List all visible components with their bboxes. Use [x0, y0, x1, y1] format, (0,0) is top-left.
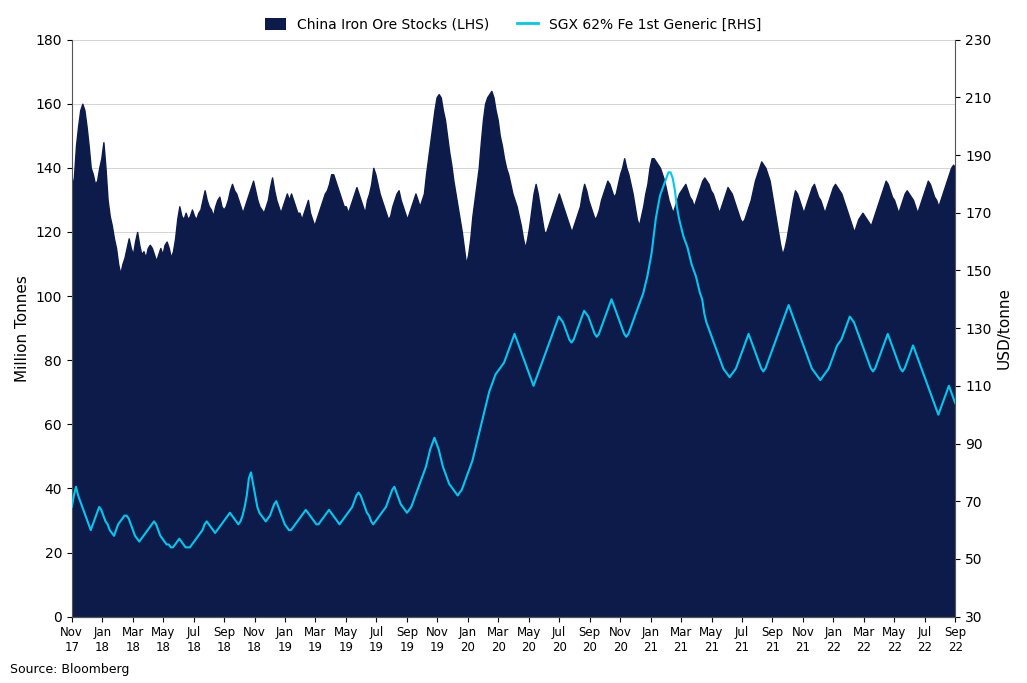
Y-axis label: Million Tonnes: Million Tonnes [15, 275, 30, 382]
Legend: China Iron Ore Stocks (LHS), SGX 62% Fe 1st Generic [RHS]: China Iron Ore Stocks (LHS), SGX 62% Fe … [260, 12, 767, 37]
Text: Source: Bloomberg: Source: Bloomberg [10, 663, 129, 676]
Y-axis label: USD/tonne: USD/tonne [997, 287, 1012, 369]
